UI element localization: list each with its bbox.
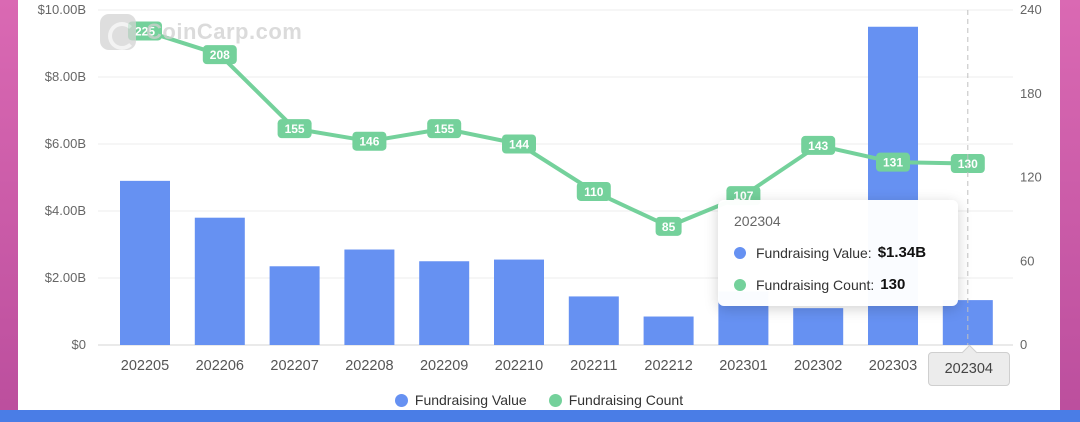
count-badge-label: 107 (733, 189, 753, 203)
bar-202205[interactable] (120, 180, 170, 345)
x-label-202207[interactable]: 202207 (270, 358, 319, 374)
x-label-202303[interactable]: 202303 (868, 358, 918, 374)
tooltip-value-amount: $1.34B (877, 244, 927, 261)
bar-202302[interactable] (793, 308, 844, 345)
right-axis-tick: 180 (1020, 86, 1042, 101)
x-label-202206[interactable]: 202206 (195, 358, 244, 374)
count-badge-label: 225 (135, 24, 155, 38)
x-label-202302[interactable]: 202302 (793, 358, 843, 374)
x-label-202210[interactable]: 202210 (494, 358, 544, 374)
count-badge-202303 (876, 152, 910, 172)
legend-item-fundraising-value[interactable]: Fundraising Value (394, 392, 527, 408)
count-badge-label: 144 (509, 138, 529, 152)
tooltip-count-label: Fundraising Count: (756, 276, 875, 293)
chart-area: $10.00B $8.00B $6.00B $4.00B $2.00B $0 240 180 1… (18, 0, 1060, 410)
count-badge-label: 146 (359, 135, 379, 149)
count-line (143, 28, 970, 229)
tooltip: 202304 Fundraising Value: $1.34B Fundrai… (718, 200, 958, 306)
left-axis-tick: $0 (72, 337, 86, 352)
legend-label: Fundraising Count (568, 392, 684, 408)
count-badge-label: 143 (808, 139, 828, 153)
x-label-202208[interactable]: 202208 (345, 358, 394, 374)
count-badge-label: 155 (285, 122, 305, 136)
left-axis-tick: $10.00B (38, 2, 86, 17)
count-badge-202207 (277, 119, 312, 139)
count-badge-label: 110 (584, 185, 604, 199)
count-badge-202212 (655, 216, 682, 236)
tooltip-count-amount: 130 (880, 276, 906, 293)
x-label-202304[interactable]: 202304 (927, 352, 1010, 386)
left-axis-tick: $6.00B (45, 136, 86, 151)
count-badge-label: 208 (210, 48, 230, 62)
watermark: CoinCarp.com (100, 14, 302, 50)
bottom-strip (0, 410, 1080, 422)
count-badge-202209 (427, 119, 462, 139)
watermark-text: CoinCarp.com (146, 19, 303, 44)
chart-legend: Fundraising Value Fundraising Count (18, 392, 1060, 408)
chart-canvas[interactable]: $10.00B $8.00B $6.00B $4.00B $2.00B $0 240 180 1… (18, 0, 1060, 410)
left-axis-tick: $4.00B (45, 203, 86, 218)
tooltip-row-value: Fundraising Value: $1.34B (734, 244, 942, 261)
left-axis-tick: $2.00B (45, 270, 86, 285)
bar-202209[interactable] (419, 261, 470, 345)
legend-dot-icon (394, 393, 408, 407)
bar-202206[interactable] (194, 217, 245, 345)
legend-label: Fundraising Value (414, 392, 527, 408)
bar-202212[interactable] (643, 316, 694, 345)
tooltip-row-count: Fundraising Count: 130 (734, 276, 942, 293)
legend-dot-icon (548, 393, 562, 407)
coincarp-logo-icon (100, 14, 136, 50)
right-axis-tick: 240 (1020, 2, 1042, 17)
bar-202208[interactable] (344, 249, 395, 345)
right-axis-tick: 120 (1020, 170, 1042, 185)
count-badge-label: 85 (662, 220, 676, 234)
right-axis-tick: 60 (1020, 253, 1034, 268)
count-badge-label: 155 (434, 122, 454, 136)
x-label-202209[interactable]: 202209 (419, 358, 469, 374)
x-label-202212[interactable]: 202212 (644, 358, 693, 374)
x-label-202301[interactable]: 202301 (719, 358, 768, 374)
legend-item-fundraising-count[interactable]: Fundraising Count (548, 392, 684, 408)
count-badge-202211 (576, 181, 611, 201)
bar-202211[interactable] (568, 296, 619, 345)
count-badge-202206 (202, 45, 237, 65)
fundraising-count-dot-icon (734, 278, 746, 291)
right-axis-tick: 0 (1020, 337, 1027, 352)
fundraising-value-dot-icon (734, 246, 746, 259)
tooltip-value-label: Fundraising Value: (756, 244, 872, 261)
x-label-202205[interactable]: 202205 (120, 358, 170, 374)
count-badge-label: 131 (883, 156, 903, 170)
count-badge-202208 (352, 131, 387, 151)
count-badge-202302 (801, 135, 836, 155)
bar-202207[interactable] (269, 266, 320, 345)
tooltip-title: 202304 (734, 213, 781, 229)
count-badge-202210 (502, 134, 536, 154)
x-label-202211[interactable]: 202211 (570, 358, 618, 374)
count-badge-202205 (128, 21, 162, 41)
left-axis-tick: $8.00B (45, 69, 86, 84)
bar-202210[interactable] (494, 259, 544, 345)
